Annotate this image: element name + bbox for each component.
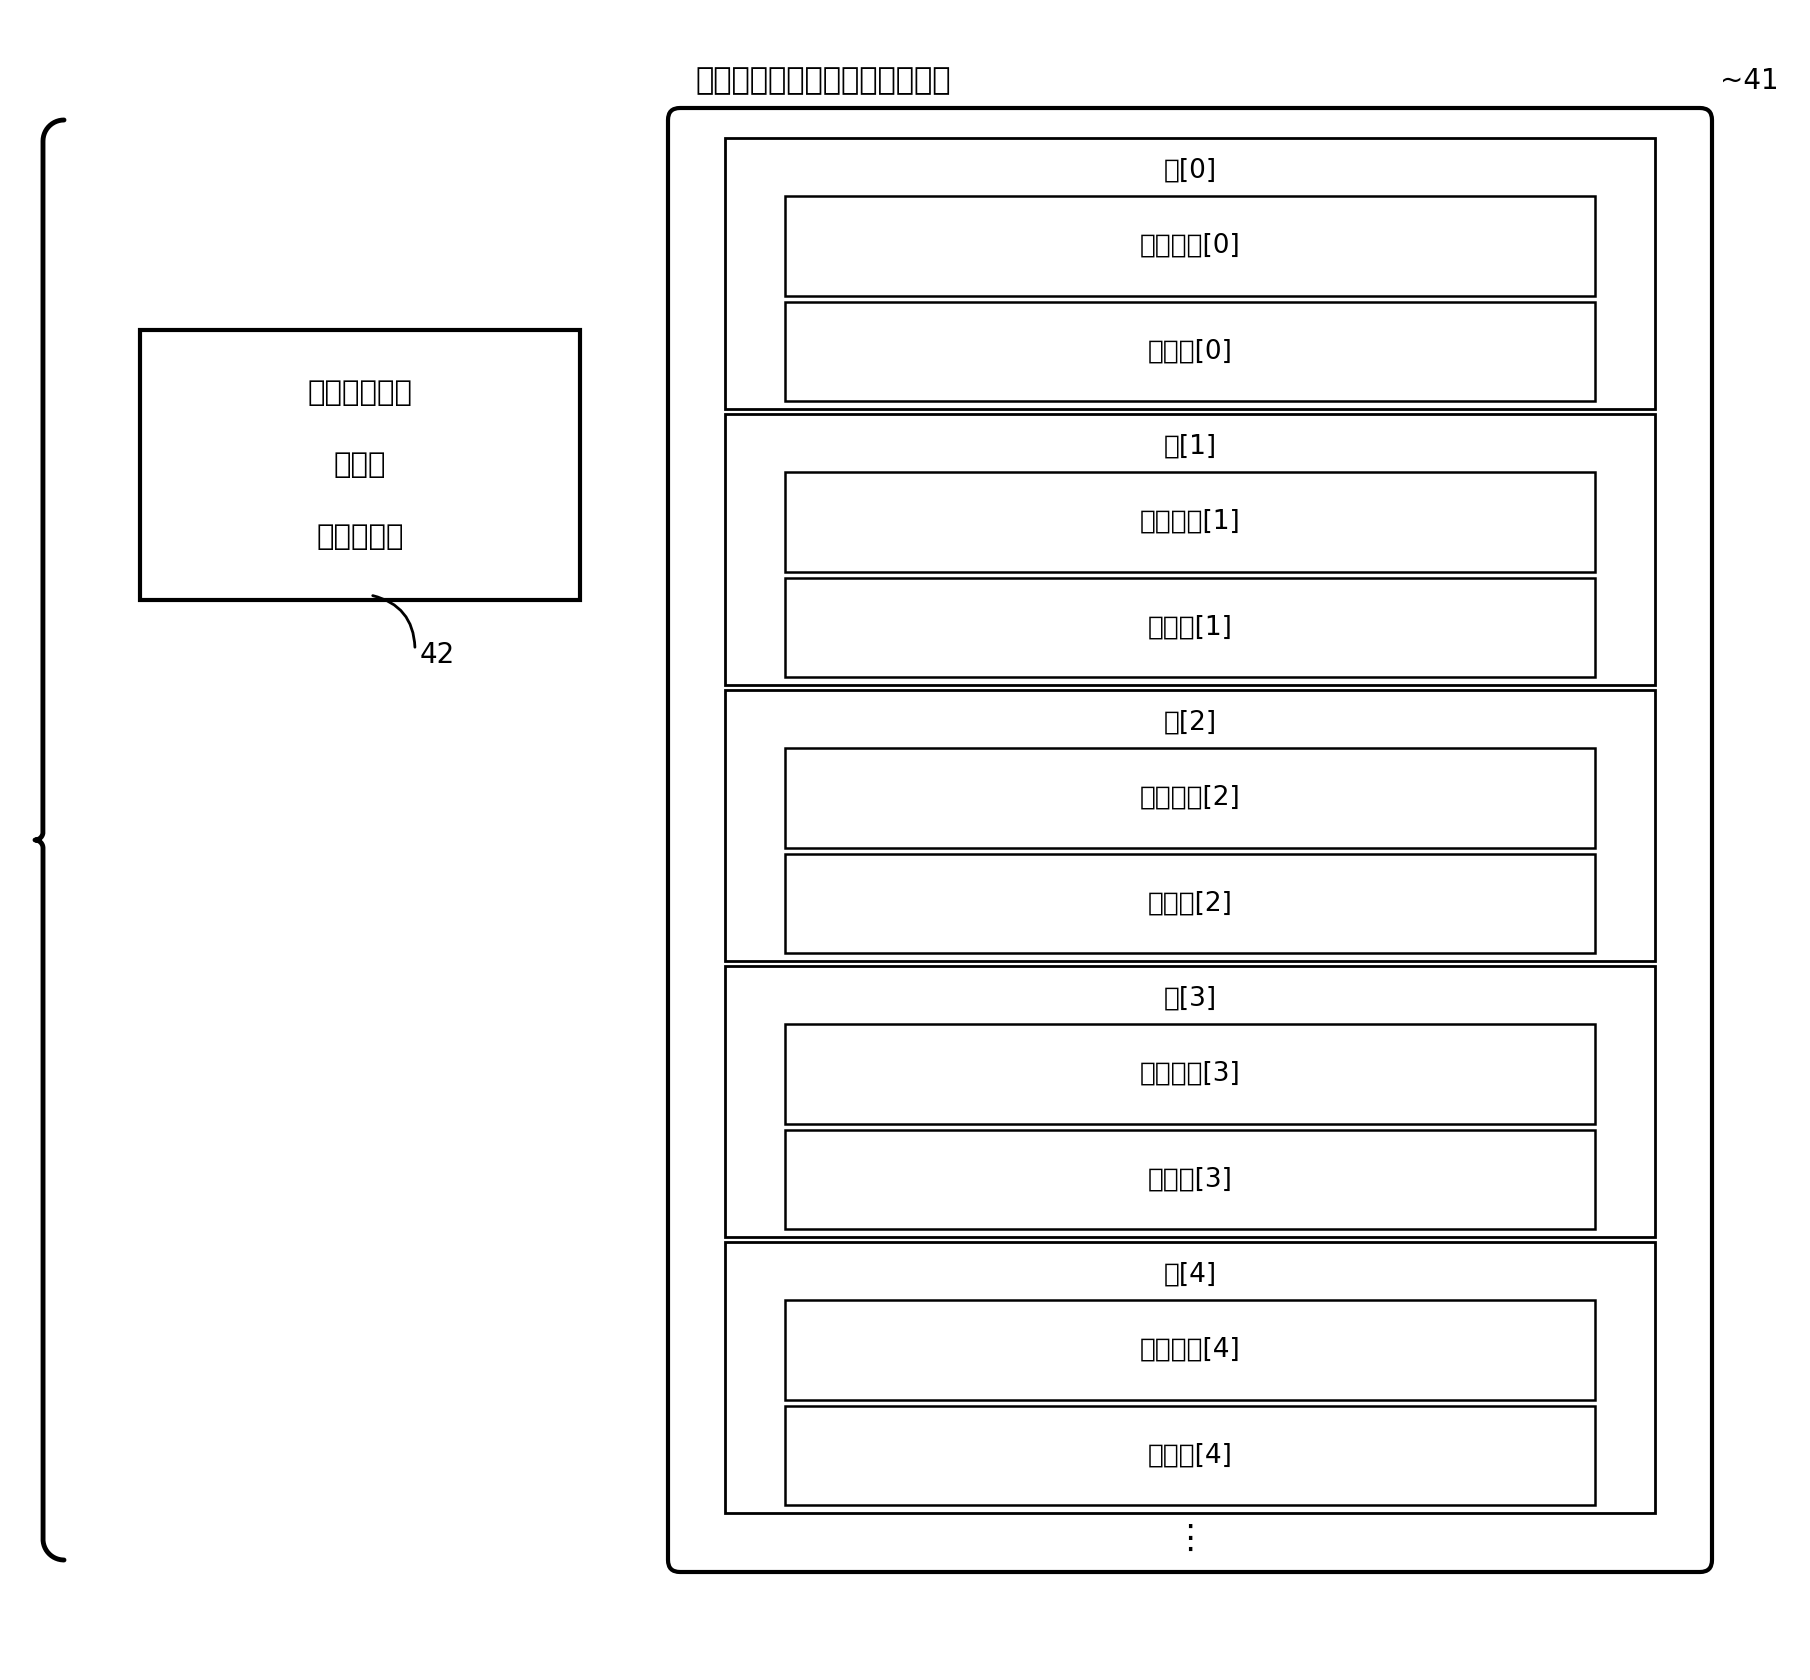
FancyBboxPatch shape — [786, 472, 1595, 571]
FancyBboxPatch shape — [786, 748, 1595, 847]
Text: 管理数据[4]: 管理数据[4] — [1140, 1337, 1240, 1362]
Text: 包[3]: 包[3] — [1164, 986, 1216, 1011]
Text: 管理数据[1]: 管理数据[1] — [1140, 509, 1240, 534]
FancyBboxPatch shape — [786, 1300, 1595, 1399]
Text: ~41: ~41 — [1720, 67, 1779, 96]
Text: 管理数据[0]: 管理数据[0] — [1140, 234, 1240, 259]
FancyBboxPatch shape — [726, 413, 1654, 685]
FancyBboxPatch shape — [726, 138, 1654, 408]
Text: 管理数据[2]: 管理数据[2] — [1140, 785, 1240, 811]
Text: ⋮: ⋮ — [1173, 1522, 1207, 1554]
Text: 帧数据[4]: 帧数据[4] — [1148, 1441, 1233, 1468]
FancyBboxPatch shape — [139, 329, 579, 600]
Text: 包[1]: 包[1] — [1164, 433, 1216, 460]
Text: 管理数据[3]: 管理数据[3] — [1140, 1060, 1240, 1087]
FancyBboxPatch shape — [786, 301, 1595, 402]
Text: 与非型半导体存储器（大容量）: 与非型半导体存储器（大容量） — [695, 66, 950, 96]
Text: 帧数据[1]: 帧数据[1] — [1148, 615, 1233, 640]
FancyBboxPatch shape — [726, 690, 1654, 961]
Text: 包[0]: 包[0] — [1164, 158, 1216, 185]
FancyBboxPatch shape — [786, 1406, 1595, 1505]
Text: 帧数据[0]: 帧数据[0] — [1148, 338, 1233, 365]
Text: 帧数据[3]: 帧数据[3] — [1148, 1166, 1233, 1193]
FancyBboxPatch shape — [726, 1242, 1654, 1514]
Text: 包[4]: 包[4] — [1164, 1262, 1216, 1289]
FancyBboxPatch shape — [786, 853, 1595, 953]
Text: 帧数据[2]: 帧数据[2] — [1148, 890, 1233, 916]
Text: （小容量）: （小容量） — [317, 522, 404, 551]
Text: 42: 42 — [420, 642, 456, 669]
Text: 包[2]: 包[2] — [1164, 711, 1216, 736]
Text: 存储器: 存储器 — [333, 450, 386, 479]
FancyBboxPatch shape — [668, 108, 1712, 1572]
FancyBboxPatch shape — [726, 966, 1654, 1236]
FancyBboxPatch shape — [786, 1025, 1595, 1124]
FancyBboxPatch shape — [786, 197, 1595, 296]
FancyBboxPatch shape — [786, 578, 1595, 677]
FancyBboxPatch shape — [786, 1129, 1595, 1230]
Text: 或非型半导体: 或非型半导体 — [308, 380, 413, 407]
